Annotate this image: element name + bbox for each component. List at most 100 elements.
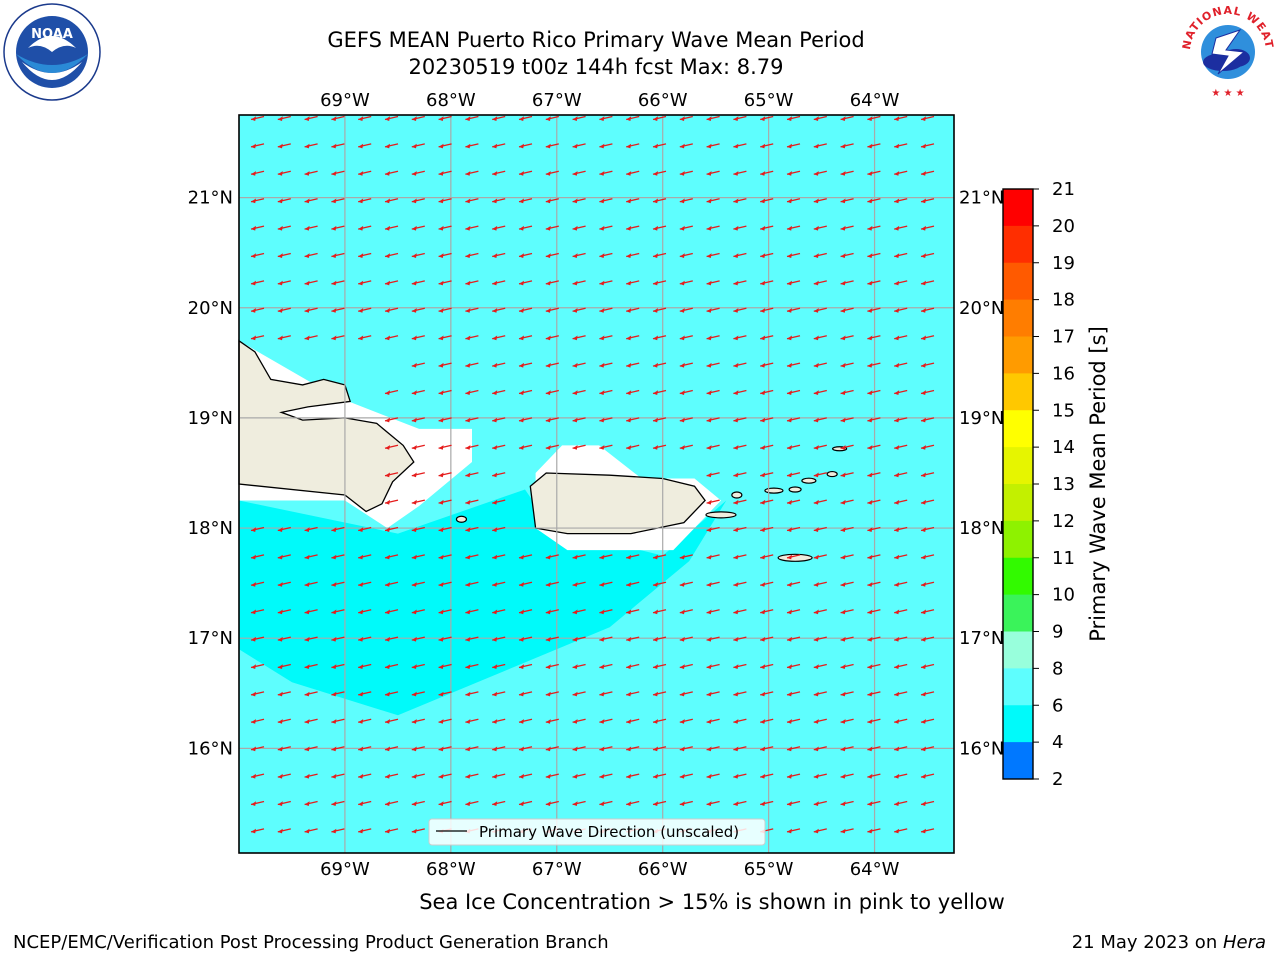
- wave-arrow-head: [304, 554, 310, 560]
- wave-arrow-head: [706, 445, 712, 450]
- wave-arrow-head: [438, 308, 444, 313]
- wave-arrow-head: [706, 116, 712, 121]
- wave-arrow-head: [787, 225, 792, 231]
- wave-arrow-head: [304, 773, 310, 779]
- wave-arrow-head: [599, 719, 605, 724]
- wave-arrow-head: [706, 143, 712, 149]
- wave-arrow-head: [385, 554, 390, 560]
- colorbar-tick-label: 20: [1052, 216, 1075, 237]
- nws-logo: NATIONAL WEATHER SERVICE ★ ★ ★: [1173, 0, 1278, 100]
- wave-arrow-head: [653, 390, 658, 395]
- wave-arrow-head: [653, 554, 658, 560]
- lat-tick-label-right: 18°N: [959, 518, 1004, 539]
- colorbar-segment: [1003, 225, 1033, 264]
- wave-arrow-head: [251, 308, 256, 313]
- wave-arrow-head: [599, 198, 605, 204]
- wave-arrow-head: [626, 719, 632, 724]
- wave-arrow-head: [277, 171, 283, 176]
- wave-arrow-head: [438, 664, 444, 669]
- wave-arrow-head: [572, 335, 578, 341]
- wave-arrow-head: [277, 198, 283, 204]
- wave-arrow-head: [438, 746, 444, 752]
- wave-arrow-head: [251, 828, 256, 834]
- wave-arrow-head: [894, 171, 900, 176]
- wave-arrow-head: [438, 417, 444, 423]
- wave-arrow-head: [840, 198, 846, 204]
- wave-arrow-head: [733, 335, 739, 341]
- wave-arrow-head: [358, 225, 364, 231]
- host-name: Hera: [1222, 932, 1266, 953]
- wave-arrow-head: [653, 198, 658, 204]
- wave-arrow-head: [733, 143, 739, 149]
- wave-arrow-head: [438, 582, 444, 587]
- colorbar-segment: [1003, 631, 1033, 669]
- wave-arrow-head: [867, 198, 873, 204]
- wave-arrow-head: [921, 280, 926, 286]
- wave-arrow-head: [385, 198, 390, 204]
- wave-arrow-head: [304, 280, 310, 286]
- wave-arrow-head: [813, 143, 819, 149]
- colorbar-tick-label: 11: [1052, 548, 1075, 569]
- colorbar-segment: [1003, 189, 1033, 227]
- wave-arrow-head: [411, 499, 417, 505]
- wave-arrow-head: [653, 280, 658, 286]
- wave-arrow-head: [706, 582, 712, 587]
- wave-arrow-head: [411, 225, 417, 231]
- producer-credit: NCEP/EMC/Verification Post Processing Pr…: [13, 932, 609, 953]
- wave-arrow-head: [251, 116, 256, 121]
- wave-arrow-head: [385, 472, 390, 478]
- colorbar-tick-label: 6: [1052, 695, 1063, 716]
- wave-arrow-head: [572, 362, 578, 368]
- wave-arrow-head: [679, 691, 685, 697]
- wave-arrow-head: [733, 554, 739, 560]
- island-st-croix: [777, 553, 813, 562]
- noaa-logo: NOAA: [2, 2, 102, 102]
- wave-arrow-head: [545, 691, 551, 697]
- wave-arrow-head: [251, 636, 256, 642]
- map-legend: Primary Wave Direction (unscaled): [428, 818, 766, 846]
- wave-arrow-head: [599, 664, 605, 669]
- wave-arrow-head: [760, 225, 766, 231]
- wave-arrow-head: [519, 609, 524, 615]
- wave-arrow-head: [492, 171, 498, 176]
- wave-arrow-head: [787, 335, 792, 341]
- wave-arrow-head: [572, 636, 578, 642]
- wave-arrow-head: [385, 335, 390, 341]
- colorbar-tick-label: 13: [1052, 474, 1075, 495]
- wave-arrow-head: [358, 636, 364, 642]
- colorbar-segment: [1003, 410, 1033, 448]
- map-plot-area: [238, 114, 955, 854]
- wave-arrow-head: [706, 171, 712, 176]
- wave-arrow-head: [840, 308, 846, 313]
- wave-arrow-head: [277, 308, 283, 313]
- wave-arrow-head: [277, 527, 283, 532]
- wave-arrow-head: [813, 472, 819, 478]
- wave-arrow-head: [787, 554, 792, 560]
- lat-tick-label-left: 19°N: [188, 408, 233, 429]
- wave-arrow-head: [385, 582, 390, 587]
- colorbar-segment: [1003, 262, 1033, 301]
- wave-arrow-head: [492, 773, 498, 779]
- wave-arrow-head: [411, 801, 417, 806]
- wave-arrow-head: [277, 143, 283, 149]
- wave-arrow-head: [545, 719, 551, 724]
- colorbar-title: Primary Wave Mean Period [s]: [1086, 326, 1110, 642]
- wave-arrow-head: [894, 746, 900, 752]
- wave-arrow-head: [251, 582, 256, 587]
- wave-arrow-head: [760, 116, 766, 121]
- wave-arrow-head: [921, 801, 926, 806]
- wave-arrow-head: [787, 116, 792, 121]
- wave-arrow-head: [277, 225, 283, 231]
- wave-arrow-head: [894, 719, 900, 724]
- wave-arrow-head: [385, 116, 390, 121]
- wave-arrow-head: [679, 335, 685, 341]
- colorbar-segment: [1003, 520, 1033, 559]
- legend-box: [428, 818, 766, 846]
- wave-arrow-head: [840, 116, 846, 121]
- wave-arrow-head: [787, 171, 792, 176]
- wave-arrow-head: [358, 116, 364, 121]
- wave-arrow-head: [653, 445, 658, 450]
- legend-label: Primary Wave Direction (unscaled): [479, 823, 739, 841]
- wave-arrow-head: [358, 171, 364, 176]
- wave-arrow-head: [331, 225, 337, 231]
